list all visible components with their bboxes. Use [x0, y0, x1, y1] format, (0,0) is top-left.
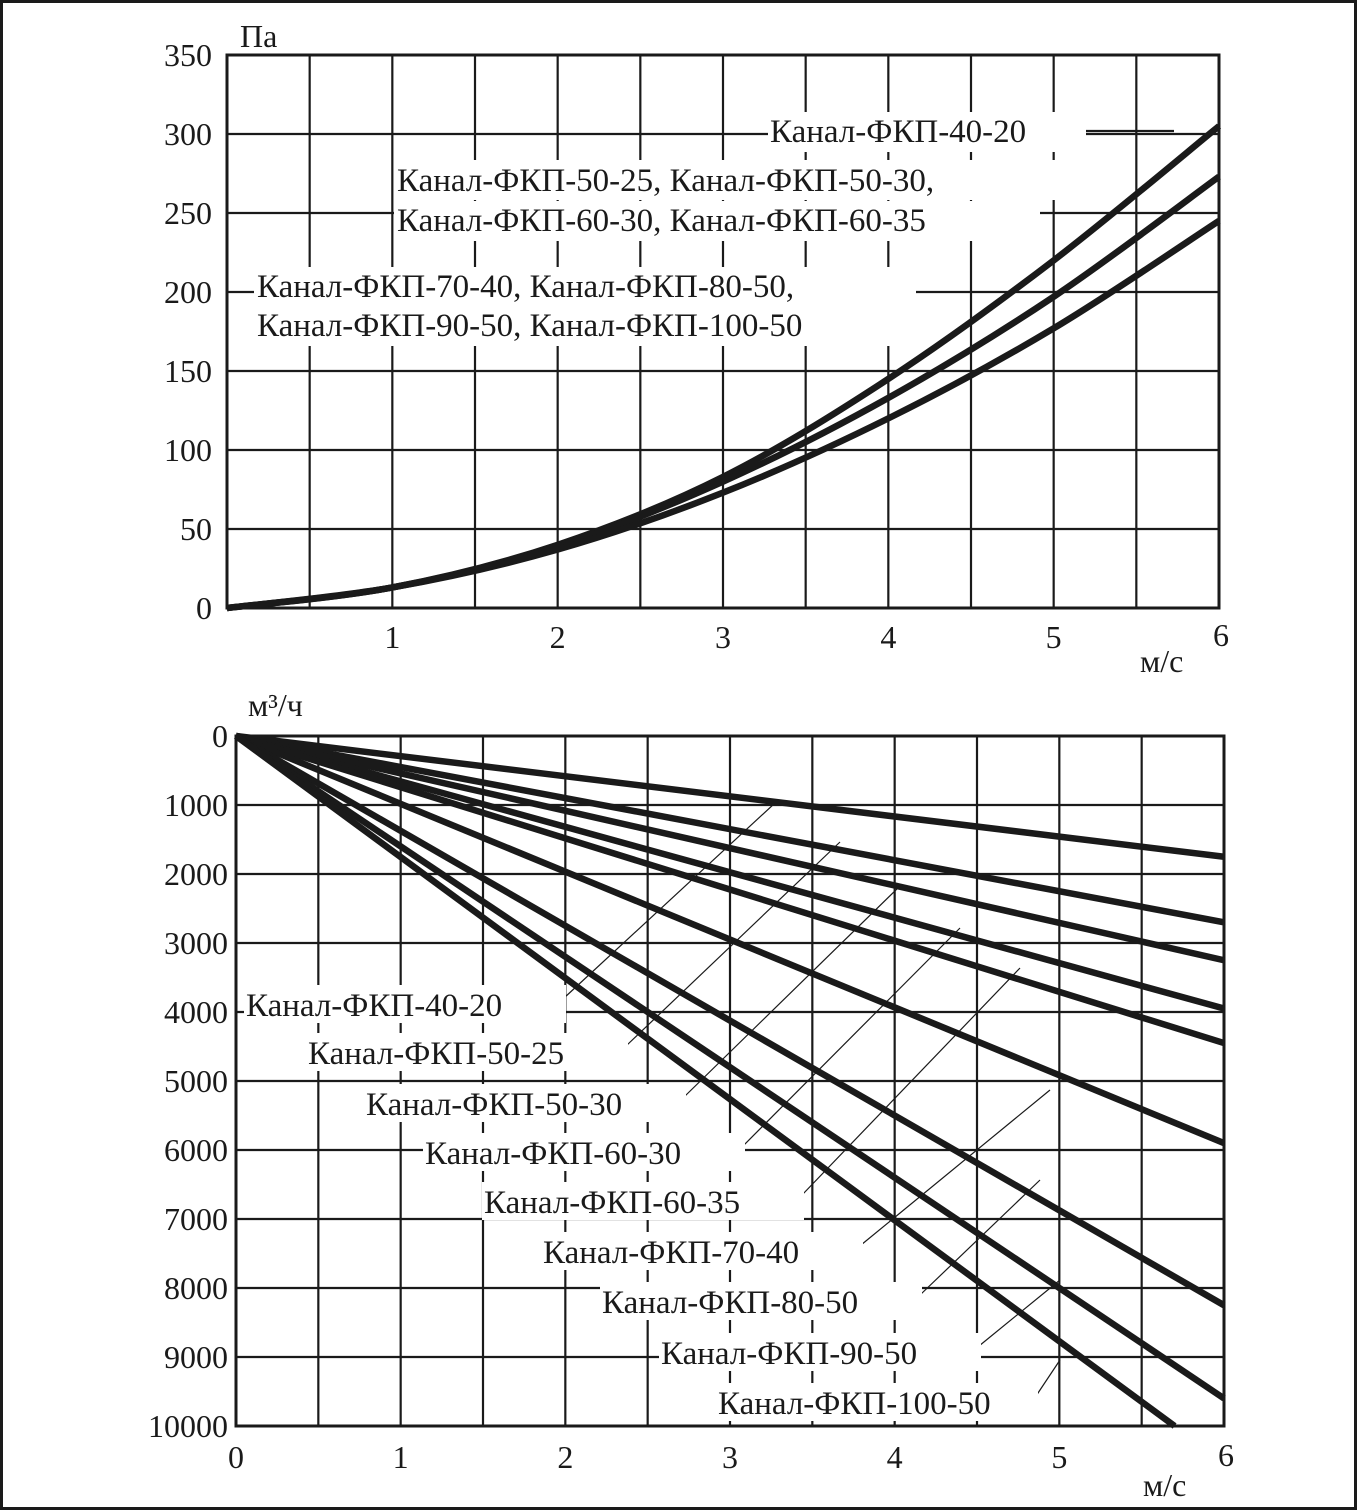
bottom-series-2-line — [235, 732, 1225, 926]
bottom-plot-frame — [234, 734, 1226, 1428]
bottom-series-9-line — [234, 733, 1177, 1429]
bottom-x-unit-label: м/с — [1143, 1467, 1186, 1503]
bottom-label-leader — [563, 802, 776, 999]
pressure-loss-chart: Канал-ФКП-40-20 Канал-ФКП-50-25, Канал-Ф… — [164, 18, 1229, 679]
bottom-label-leaders — [563, 802, 1061, 1397]
bottom-series-label-5: Канал-ФКП-60-35 — [484, 1185, 740, 1221]
bottom-y-tick-label: 6000 — [164, 1132, 228, 1168]
bottom-series-4-line — [235, 732, 1225, 1012]
bottom-label-leader — [860, 1089, 1051, 1246]
bottom-series-3-line — [235, 732, 1225, 964]
bottom-y-tick-label: 1000 — [164, 787, 228, 823]
bottom-series-labels: Канал-ФКП-40-20 Канал-ФКП-50-25 Канал-ФКП-… — [244, 985, 1038, 1422]
top-y-tick-label: 50 — [180, 511, 212, 547]
top-annotation-2-line-1: Канал-ФКП-50-25, Канал-ФКП-50-30, — [397, 163, 934, 199]
top-x-tick-label: 4 — [880, 619, 896, 655]
bottom-series-label-3: Канал-ФКП-50-30 — [366, 1087, 622, 1123]
bottom-series-label-7: Канал-ФКП-80-50 — [602, 1285, 858, 1321]
top-plot-frame — [225, 53, 1221, 610]
bottom-y-tick-label: 10000 — [148, 1408, 228, 1444]
top-x-tick-label: 3 — [715, 619, 731, 655]
bottom-y-tick-label: 3000 — [164, 925, 228, 961]
top-y-tick-label: 150 — [164, 353, 212, 389]
top-curves — [226, 123, 1222, 612]
bottom-series-8-line — [234, 733, 1226, 1402]
bottom-series-6-line — [234, 732, 1226, 1147]
bottom-series-label-9: Канал-ФКП-100-50 — [718, 1386, 991, 1422]
bottom-x-tick-label: 0 — [228, 1439, 244, 1475]
top-x-unit-label: м/с — [1140, 643, 1183, 679]
bottom-curves — [234, 732, 1226, 1429]
bottom-y-tick-label: 7000 — [164, 1201, 228, 1237]
bottom-y-tick-label: 8000 — [164, 1270, 228, 1306]
top-annotation-3-line-2: Канал-ФКП-90-50, Канал-ФКП-100-50 — [257, 308, 802, 344]
bottom-x-tick-label: 5 — [1051, 1439, 1067, 1475]
bottom-y-tick-label: 0 — [212, 718, 228, 754]
top-y-unit-label: Па — [240, 18, 277, 54]
bottom-series-label-8: Канал-ФКП-90-50 — [661, 1336, 917, 1372]
top-grid — [225, 53, 1221, 610]
bottom-x-tick-label: 6 — [1218, 1437, 1234, 1473]
top-y-tick-label: 0 — [196, 590, 212, 626]
top-annotation-2-line-2b: Канал-ФКП-60-30, Канал-ФКП-60-35 — [397, 203, 926, 239]
top-annotation-1-line-1: Канал-ФКП-40-20 — [770, 114, 1026, 150]
bottom-series-label-2: Канал-ФКП-50-25 — [308, 1036, 564, 1072]
bottom-y-tick-label: 9000 — [164, 1339, 228, 1375]
bottom-tick-labels: 0 1000 2000 3000 4000 5000 6000 7000 8000 9000 100… — [148, 718, 1234, 1475]
top-x-tick-label: 5 — [1046, 619, 1062, 655]
bottom-x-tick-label: 2 — [557, 1439, 573, 1475]
bottom-label-leader — [625, 841, 841, 1047]
bottom-y-tick-label: 4000 — [164, 994, 228, 1030]
top-y-tick-label: 100 — [164, 432, 212, 468]
bottom-series-7-line — [234, 733, 1226, 1309]
bottom-label-leader — [801, 967, 1021, 1196]
top-annotation-3-line-1: Канал-ФКП-70-40, Канал-ФКП-80-50, — [257, 269, 794, 305]
top-y-tick-label: 250 — [164, 195, 212, 231]
bottom-y-tick-label: 2000 — [164, 856, 228, 892]
top-tick-labels: 0 50 100 150 200 250 300 350 1 2 3 4 5 6 — [164, 37, 1229, 655]
bottom-x-tick-label: 3 — [722, 1439, 738, 1475]
top-x-tick-label: 1 — [384, 619, 400, 655]
bottom-label-leader — [742, 927, 961, 1147]
top-annotations: Канал-ФКП-40-20 Канал-ФКП-50-25, Канал-Ф… — [254, 112, 1086, 346]
top-y-tick-label: 200 — [164, 274, 212, 310]
bottom-series-label-1: Канал-ФКП-40-20 — [246, 988, 502, 1024]
top-y-tick-label: 350 — [164, 37, 212, 73]
bottom-x-tick-label: 4 — [887, 1439, 903, 1475]
bottom-y-unit-text: м³/ч — [248, 687, 303, 723]
bottom-label-leader — [1035, 1359, 1061, 1397]
bottom-label-mask — [306, 1033, 628, 1071]
bottom-series-label-4: Канал-ФКП-60-30 — [425, 1136, 681, 1172]
bottom-label-mask — [600, 1282, 922, 1320]
bottom-y-unit-label: м³/ч — [248, 687, 303, 723]
bottom-label-leader — [919, 1179, 1041, 1296]
top-x-tick-label: 6 — [1213, 617, 1229, 653]
bottom-label-leader — [683, 885, 901, 1098]
air-flow-chart: Канал-ФКП-40-20 Канал-ФКП-50-25 Канал-ФКП-… — [148, 687, 1234, 1503]
top-series-3-line — [226, 218, 1221, 612]
bottom-series-label-6: Канал-ФКП-70-40 — [543, 1235, 799, 1271]
top-x-tick-label: 2 — [550, 619, 566, 655]
bottom-label-leader — [978, 1279, 1061, 1347]
bottom-label-mask — [482, 1182, 804, 1220]
bottom-series-5-line — [235, 732, 1225, 1047]
bottom-label-mask — [244, 985, 566, 1023]
bottom-label-mask — [364, 1084, 686, 1122]
bottom-y-tick-label: 5000 — [164, 1063, 228, 1099]
bottom-x-tick-label: 1 — [393, 1439, 409, 1475]
bottom-label-mask — [541, 1232, 863, 1270]
top-y-tick-label: 300 — [164, 116, 212, 152]
bottom-label-mask — [659, 1333, 981, 1371]
bottom-label-mask — [423, 1133, 745, 1171]
bottom-series-1-line — [235, 732, 1225, 860]
bottom-label-mask — [716, 1383, 1038, 1421]
